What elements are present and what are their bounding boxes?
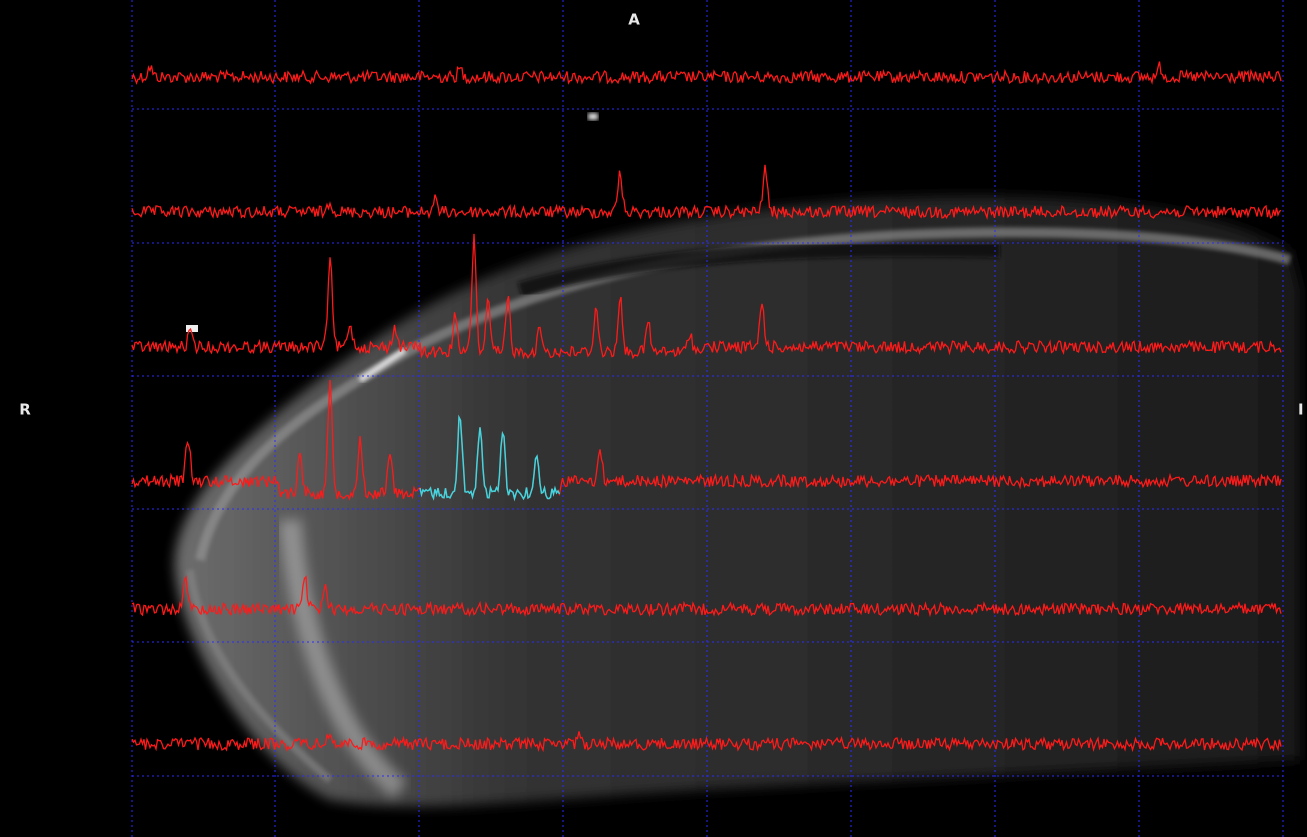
orientation-label-left: R: [19, 401, 31, 419]
image-viewer: A R I: [0, 0, 1307, 837]
orientation-label-right: I: [1298, 401, 1304, 419]
page: A R I (() => { const data = JSON.parse(d…: [0, 0, 1307, 837]
orientation-label-top: A: [628, 11, 640, 29]
